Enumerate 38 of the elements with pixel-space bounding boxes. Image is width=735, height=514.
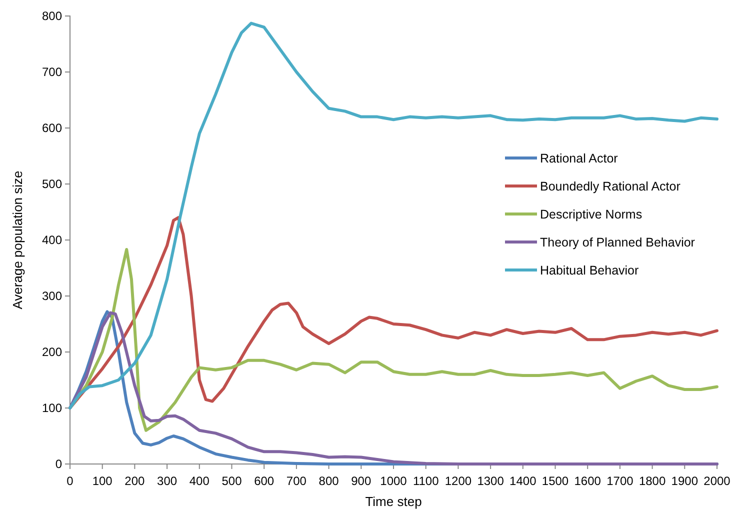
x-tick-label: 1300 — [477, 474, 504, 488]
x-tick-label: 300 — [157, 474, 178, 488]
x-tick-label: 100 — [92, 474, 113, 488]
legend-label: Theory of Planned Behavior — [540, 235, 695, 250]
legend-label: Rational Actor — [540, 151, 618, 166]
x-tick-label: 1900 — [671, 474, 698, 488]
legend-label: Habitual Behavior — [540, 263, 639, 278]
x-tick-label: 1700 — [606, 474, 634, 488]
x-tick-label: 900 — [351, 474, 372, 488]
y-tick-label: 800 — [42, 8, 62, 23]
legend-label: Descriptive Norms — [540, 207, 642, 222]
y-tick-label: 500 — [42, 176, 62, 191]
y-tick-label: 700 — [42, 64, 62, 79]
y-tick-label: 600 — [42, 120, 62, 135]
x-tick-label: 200 — [124, 474, 146, 488]
y-tick-label: 200 — [42, 344, 62, 359]
line-series — [68, 22, 718, 410]
x-tick-label: 400 — [189, 474, 210, 488]
x-tick-label: 1500 — [542, 474, 569, 488]
x-tick-label: 500 — [222, 474, 242, 488]
y-tick-label: 100 — [42, 400, 62, 415]
x-tick-label: 1400 — [510, 474, 537, 488]
x-tick-label: 1100 — [412, 474, 440, 488]
y-tick-label: 0 — [55, 456, 62, 471]
legend-label: Boundedly Rational Actor — [540, 179, 680, 194]
x-tick-label: 800 — [318, 474, 340, 488]
y-tick-label: 300 — [42, 288, 62, 303]
x-tick-label: 1800 — [638, 474, 666, 488]
x-tick-label: 700 — [286, 474, 307, 488]
x-tick-label: 2000 — [704, 474, 731, 488]
x-tick-label: 0 — [66, 474, 74, 488]
x-tick-label: 1000 — [380, 474, 408, 488]
y-axis-title: Average population size — [10, 170, 25, 310]
x-tick-label: 600 — [254, 474, 274, 488]
x-tick-label: 1200 — [444, 474, 472, 488]
x-axis-title: Time step — [365, 494, 422, 509]
x-tick-label: 1600 — [574, 474, 602, 488]
y-tick-label: 400 — [42, 232, 62, 247]
